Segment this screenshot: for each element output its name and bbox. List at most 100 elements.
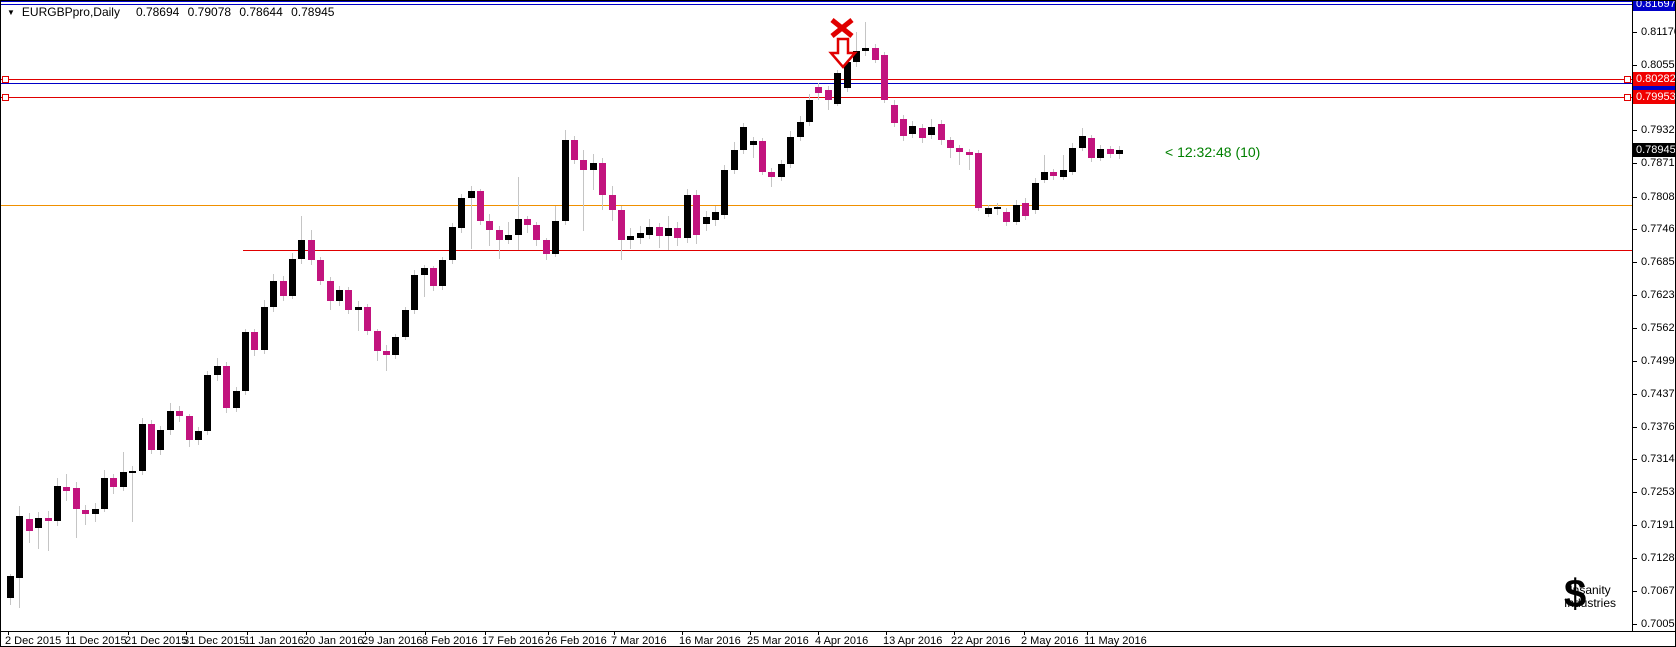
red-level-0.79953[interactable] xyxy=(0,97,1632,98)
bull-candle xyxy=(458,198,465,228)
watermark-line2: Industries xyxy=(1563,596,1617,610)
date-tick xyxy=(186,631,187,635)
price-tick-label: 0.70055 xyxy=(1641,618,1676,630)
orange-level[interactable] xyxy=(0,205,1632,206)
candle-wick xyxy=(48,511,49,551)
bull-candle xyxy=(7,576,14,598)
date-tick-label: 20 Jan 2016 xyxy=(303,635,364,647)
date-tick-label: 2 May 2016 xyxy=(1021,635,1079,647)
date-tick-label: 16 Mar 2016 xyxy=(679,635,741,647)
triangle-down-icon[interactable]: ▼ xyxy=(7,7,15,17)
date-tick-label: 2 Dec 2015 xyxy=(5,635,62,647)
bear-candle xyxy=(223,366,230,408)
candle-wick xyxy=(471,186,472,249)
date-tick xyxy=(128,631,129,635)
bull-candle xyxy=(862,48,869,51)
bull-candle xyxy=(54,486,61,521)
line-handle[interactable] xyxy=(2,76,9,83)
red-level-0.80282[interactable] xyxy=(0,79,1632,80)
candle-wick xyxy=(1044,155,1045,183)
price-tick-label: 0.71285 xyxy=(1641,552,1676,564)
bull-candle xyxy=(129,471,136,473)
date-tick xyxy=(68,631,69,635)
line-handle[interactable] xyxy=(1624,76,1631,83)
bear-candle xyxy=(674,228,681,238)
candle-wick xyxy=(38,512,39,549)
bull-candle xyxy=(298,240,305,259)
candle-wick xyxy=(583,150,584,231)
bear-candle xyxy=(1022,203,1029,216)
bull-candle xyxy=(665,228,672,236)
bull-candle xyxy=(740,127,747,150)
date-tick-label: 21 Dec 2015 xyxy=(125,635,188,647)
bear-candle xyxy=(891,105,898,123)
bull-candle xyxy=(402,310,409,337)
symbol-header: ▼ EURGBPpro,Daily 0.78694 0.79078 0.7864… xyxy=(7,5,334,19)
date-tick-label: 8 Feb 2016 xyxy=(422,635,478,647)
candle-wick xyxy=(856,32,857,67)
date-tick-label: 11 Dec 2015 xyxy=(65,635,127,647)
bear-candle xyxy=(26,519,33,531)
bear-candle xyxy=(374,331,381,351)
bull-candle xyxy=(1060,170,1067,177)
bull-candle xyxy=(336,290,343,301)
bear-candle xyxy=(1003,212,1010,222)
bear-candle xyxy=(345,290,352,310)
red-support-segment[interactable] xyxy=(243,250,1632,251)
price-tick xyxy=(1632,624,1637,625)
bull-candle xyxy=(1032,183,1039,210)
date-tick-label: 7 Mar 2016 xyxy=(611,635,667,647)
date-tick-label: 29 Jan 2016 xyxy=(362,635,423,647)
price-tick xyxy=(1632,427,1637,428)
bear-candle xyxy=(543,240,550,254)
broker-watermark: $ Insanity Industries xyxy=(1550,574,1630,614)
date-tick xyxy=(818,631,819,635)
bull-candle xyxy=(35,518,42,528)
bull-candle xyxy=(157,430,164,450)
bull-candle xyxy=(1079,136,1086,148)
line-handle[interactable] xyxy=(1624,94,1631,101)
blue-level-upper[interactable] xyxy=(0,1,1632,2)
bear-candle xyxy=(45,518,52,521)
bear-candle xyxy=(308,240,315,260)
bull-candle xyxy=(411,275,418,310)
price-badge: 0.79953 xyxy=(1633,90,1676,104)
date-tick-label: 25 Mar 2016 xyxy=(747,635,809,647)
bull-candle xyxy=(195,431,202,440)
bear-candle xyxy=(656,227,663,236)
symbol-label: EURGBPpro,Daily xyxy=(21,5,120,19)
date-tick-label: 17 Feb 2016 xyxy=(482,635,544,647)
bull-candle xyxy=(167,411,174,430)
bull-candle xyxy=(449,227,456,260)
bull-candle xyxy=(204,375,211,431)
blue-level-0.81697[interactable] xyxy=(0,4,1632,5)
blue-level-0.80211[interactable] xyxy=(0,83,1632,84)
bear-candle xyxy=(148,424,155,450)
bear-candle xyxy=(609,195,616,210)
bull-candle xyxy=(1013,205,1020,222)
candle-wick xyxy=(969,149,970,170)
bear-candle xyxy=(947,140,954,148)
candle-wick xyxy=(499,226,500,259)
bear-candle xyxy=(815,87,822,93)
line-handle[interactable] xyxy=(2,94,9,101)
bull-candle xyxy=(853,51,860,62)
bull-candle xyxy=(92,509,99,514)
date-tick-label: 11 Jan 2016 xyxy=(244,635,304,647)
candle-wick xyxy=(959,145,960,165)
date-tick xyxy=(1024,631,1025,635)
dollar-logo-icon: $ xyxy=(1564,572,1587,616)
bull-candle xyxy=(261,307,268,350)
candle-wick xyxy=(132,466,133,522)
bull-candle xyxy=(994,207,1001,209)
bear-candle xyxy=(900,119,907,136)
price-tick xyxy=(1632,262,1637,263)
bear-candle xyxy=(693,195,700,235)
bull-candle xyxy=(834,73,841,104)
candle-wick xyxy=(518,177,519,250)
date-tick xyxy=(365,631,366,635)
price-tick xyxy=(1632,65,1637,66)
bull-candle xyxy=(1097,149,1104,158)
